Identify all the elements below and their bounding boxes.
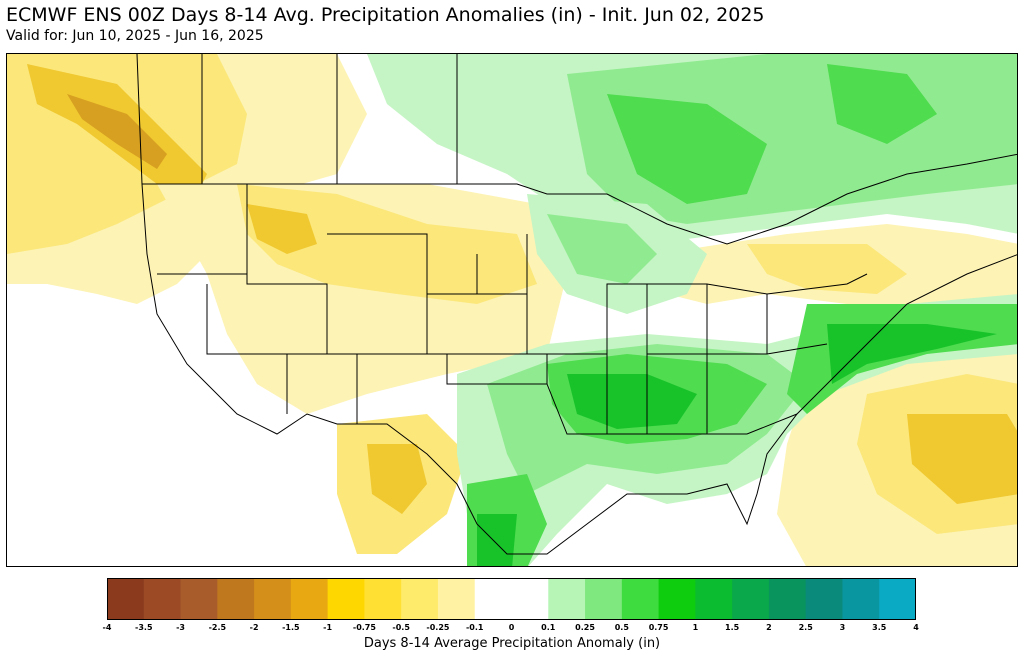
colorbar-swatches	[107, 578, 916, 620]
colorbar-swatch	[290, 578, 329, 620]
map-canvas	[7, 54, 1017, 566]
map-subtitle: Valid for: Jun 10, 2025 - Jun 16, 2025	[6, 28, 264, 44]
colorbar-swatch	[768, 578, 807, 620]
colorbar-swatch	[180, 578, 218, 620]
colorbar-swatch	[585, 578, 623, 620]
boundary-lines	[136, 54, 1017, 555]
colorbar-tick-label: -0.1	[465, 623, 484, 632]
colorbar-swatch	[107, 578, 145, 620]
colorbar-border	[107, 578, 916, 620]
colorbar-tick-label: -3.5	[135, 623, 153, 632]
colorbar	[107, 578, 916, 620]
colorbar-tick-label: 0.75	[648, 623, 669, 632]
colorbar-swatch	[658, 578, 696, 620]
colorbar-swatch	[401, 578, 439, 620]
colorbar-tick-label: -2	[249, 623, 259, 632]
colorbar-tick-label: 3.5	[872, 623, 887, 632]
colorbar-swatch	[805, 578, 843, 620]
colorbar-swatch	[254, 578, 292, 620]
colorbar-swatch	[732, 578, 770, 620]
colorbar-tick-label: 1	[692, 623, 699, 632]
colorbar-tick-label: -4	[102, 623, 112, 632]
colorbar-swatch	[437, 578, 476, 620]
colorbar-tick-label: 0	[508, 623, 515, 632]
colorbar-tick-label: 2	[766, 623, 772, 632]
colorbar-swatch	[143, 578, 182, 620]
dry-anomaly-areas	[7, 54, 1017, 566]
colorbar-swatch	[548, 578, 586, 620]
colorbar-swatch	[621, 578, 660, 620]
colorbar-tick-label: -0.75	[352, 623, 376, 632]
colorbar-swatch	[879, 578, 916, 620]
colorbar-tick-label: 0.5	[614, 623, 629, 632]
colorbar-swatch	[842, 578, 880, 620]
colorbar-swatch	[364, 578, 402, 620]
colorbar-tick-label: -0.5	[392, 623, 410, 632]
colorbar-swatch	[327, 578, 365, 620]
colorbar-tick-label: 3	[839, 623, 846, 632]
colorbar-swatch	[511, 578, 549, 620]
colorbar-title: Days 8-14 Average Precipitation Anomaly …	[363, 636, 661, 651]
map-title: ECMWF ENS 00Z Days 8-14 Avg. Precipitati…	[6, 4, 765, 26]
colorbar-tick-label: 4	[913, 623, 919, 632]
colorbar-tick-label: 2.5	[798, 623, 813, 632]
colorbar-tick-label: -1.5	[282, 623, 300, 632]
colorbar-tick-label: -0.25	[426, 623, 450, 632]
wet-anomaly-areas	[367, 54, 1017, 566]
colorbar-swatch	[217, 578, 255, 620]
colorbar-swatch	[695, 578, 733, 620]
colorbar-tick-label: -3	[176, 623, 185, 632]
colorbar-tick-label: 0.1	[541, 623, 556, 632]
precipitation-anomaly-map	[6, 53, 1018, 567]
colorbar-tick-label: 0.25	[575, 623, 595, 632]
colorbar-tick-label: 1.5	[725, 623, 740, 632]
colorbar-swatch	[474, 578, 512, 620]
colorbar-tick-label: -1	[323, 623, 333, 632]
colorbar-tick-label: -2.5	[208, 623, 227, 632]
